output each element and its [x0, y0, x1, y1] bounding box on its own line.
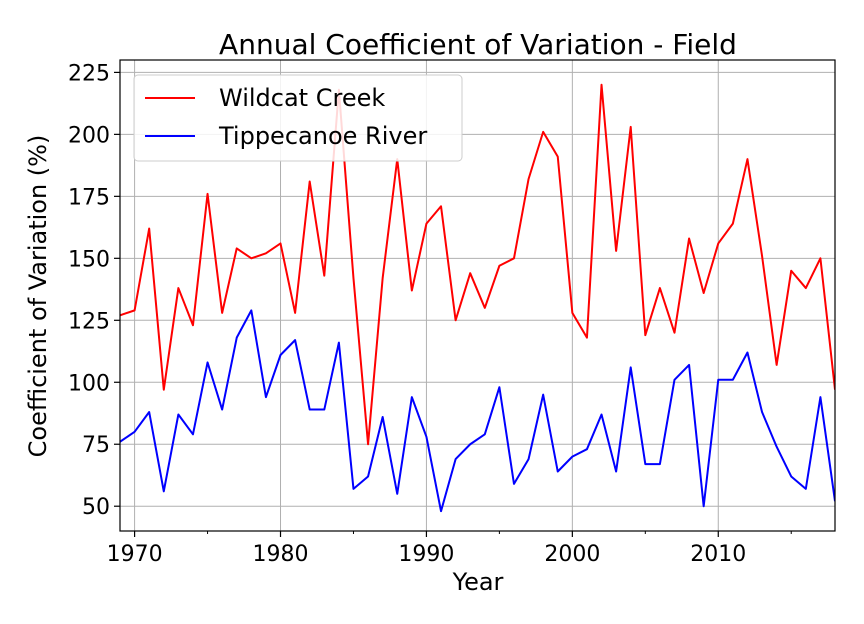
- series-line-wildcat-creek: [120, 83, 835, 446]
- x-tick-label: 1990: [398, 542, 454, 567]
- legend-box: [133, 74, 463, 162]
- y-tick-label: 175: [68, 185, 110, 210]
- y-axis-label: Coefficient of Variation (%): [24, 135, 52, 458]
- y-tick-label: 225: [68, 61, 110, 86]
- chart-title: Annual Coefficient of Variation - Field: [219, 28, 737, 61]
- y-tick-label: 125: [68, 309, 110, 334]
- series-layer: [120, 83, 835, 513]
- x-tick-label: 2010: [690, 542, 746, 567]
- y-tick-label: 75: [82, 433, 110, 458]
- x-tick-label: 2000: [544, 542, 600, 567]
- x-tick-label: 1970: [107, 542, 163, 567]
- y-tick-label: 150: [68, 247, 110, 272]
- y-tick-label: 50: [82, 495, 110, 520]
- legend-label-wildcat-creek: Wildcat Creek: [219, 84, 385, 112]
- y-tick-label: 100: [68, 371, 110, 396]
- y-tick-label: 200: [68, 123, 110, 148]
- plot-frame: [119, 59, 836, 532]
- series-line-tippecanoe-river: [120, 309, 835, 513]
- legend-label-tippecanoe-river: Tippecanoe River: [218, 122, 427, 150]
- x-axis-label: Year: [452, 568, 504, 596]
- legend: Wildcat Creek Tippecanoe River: [133, 74, 463, 162]
- x-tick-label: 1980: [253, 542, 309, 567]
- tick-layer: 1970 1980 1990 2000 2010 50 75 100 125 150 175 200 2…: [68, 61, 792, 567]
